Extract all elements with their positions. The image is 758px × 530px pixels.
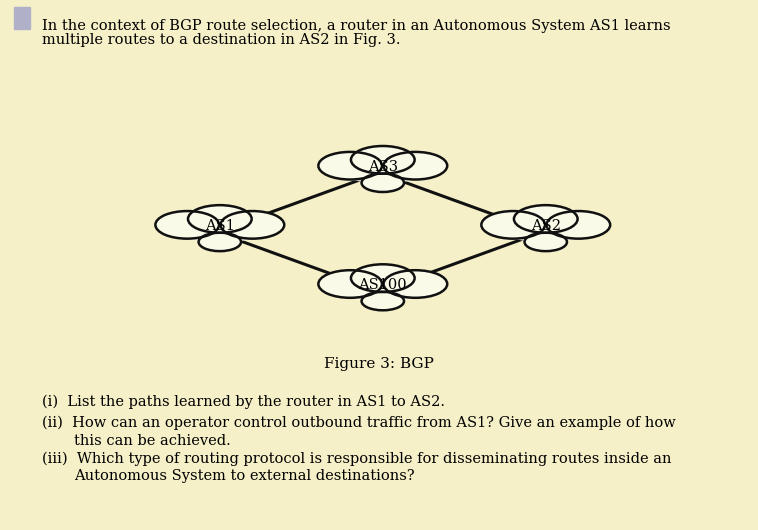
Text: Autonomous System to external destinations?: Autonomous System to external destinatio… [74,469,415,483]
Text: (iii)  Which type of routing protocol is responsible for disseminating routes in: (iii) Which type of routing protocol is … [42,452,671,466]
Text: this can be achieved.: this can be achieved. [74,434,231,447]
Circle shape [362,174,404,192]
Ellipse shape [502,217,590,242]
Ellipse shape [340,276,426,301]
Text: (ii)  How can an operator control outbound traffic from AS1? Give an example of : (ii) How can an operator control outboun… [42,416,675,430]
Text: Figure 3: BGP: Figure 3: BGP [324,357,434,370]
Circle shape [318,270,382,298]
Circle shape [199,233,241,251]
Circle shape [525,233,567,251]
Text: AS2: AS2 [531,219,561,233]
Circle shape [384,152,447,180]
Text: multiple routes to a destination in AS2 in Fig. 3.: multiple routes to a destination in AS2 … [42,33,400,47]
Circle shape [384,270,447,298]
Text: In the context of BGP route selection, a router in an Autonomous System AS1 lear: In the context of BGP route selection, a… [42,19,670,32]
Circle shape [351,146,415,174]
Ellipse shape [340,158,426,183]
Circle shape [318,152,382,180]
Text: AS3: AS3 [368,160,398,174]
Circle shape [155,211,219,238]
Circle shape [362,292,404,310]
Text: AS100: AS100 [359,278,407,293]
Circle shape [351,264,415,292]
Ellipse shape [176,217,264,242]
Circle shape [547,211,610,238]
Text: (i)  List the paths learned by the router in AS1 to AS2.: (i) List the paths learned by the router… [42,395,445,409]
Circle shape [221,211,284,238]
Text: AS1: AS1 [205,219,235,233]
Circle shape [188,205,252,233]
Circle shape [481,211,545,238]
Circle shape [514,205,578,233]
